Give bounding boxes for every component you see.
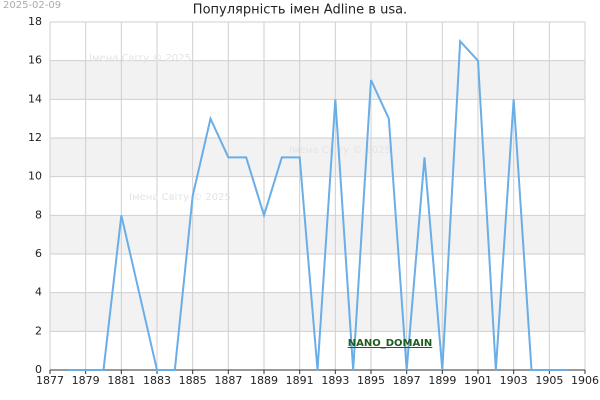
x-tick-label: 1895 bbox=[357, 374, 385, 387]
x-tick-label: 1903 bbox=[500, 374, 528, 387]
y-tick-label: 16 bbox=[28, 54, 42, 67]
grid-band bbox=[50, 60, 585, 100]
watermark: Імена Світу © 2025 bbox=[89, 52, 191, 64]
chart-title: Популярність імен Adline в usa. bbox=[193, 3, 407, 18]
series-line bbox=[67, 38, 568, 371]
x-tick-label: 1889 bbox=[250, 374, 278, 387]
x-tick-label: 1899 bbox=[428, 374, 456, 387]
grid-band bbox=[50, 215, 585, 254]
x-tick-label: 1879 bbox=[72, 374, 100, 387]
y-tick-label: 8 bbox=[35, 208, 42, 221]
y-tick-label: 10 bbox=[28, 170, 42, 183]
x-tick-label: 1893 bbox=[321, 374, 349, 387]
y-tick-label: 4 bbox=[35, 286, 42, 299]
x-tick-label: 1891 bbox=[286, 374, 314, 387]
y-tick-label: 14 bbox=[28, 92, 42, 105]
date-stamp: 2025-02-09 bbox=[3, 0, 61, 11]
y-tick-label: 18 bbox=[28, 15, 42, 28]
x-tick-label: 1905 bbox=[535, 374, 563, 387]
x-tick-label: 1881 bbox=[107, 374, 135, 387]
x-tick-label: 1906 bbox=[571, 374, 599, 387]
watermark: Імена Світу © 2025 bbox=[289, 144, 391, 156]
grid-band bbox=[50, 138, 585, 177]
x-tick-label: 1897 bbox=[393, 374, 421, 387]
x-tick-label: 1883 bbox=[143, 374, 171, 387]
x-tick-label: 1877 bbox=[36, 374, 64, 387]
y-tick-label: 12 bbox=[28, 131, 42, 144]
grid-band bbox=[50, 292, 585, 332]
y-tick-label: 6 bbox=[35, 247, 42, 260]
x-tick-label: 1885 bbox=[179, 374, 207, 387]
y-tick-label: 2 bbox=[35, 324, 42, 337]
domain-label: NANO_DOMAIN bbox=[348, 338, 433, 349]
watermark: Імена Світу © 2025 bbox=[129, 191, 231, 203]
y-tick-label: 0 bbox=[35, 363, 42, 376]
x-tick-label: 1887 bbox=[214, 374, 242, 387]
x-tick-label: 1901 bbox=[464, 374, 492, 387]
